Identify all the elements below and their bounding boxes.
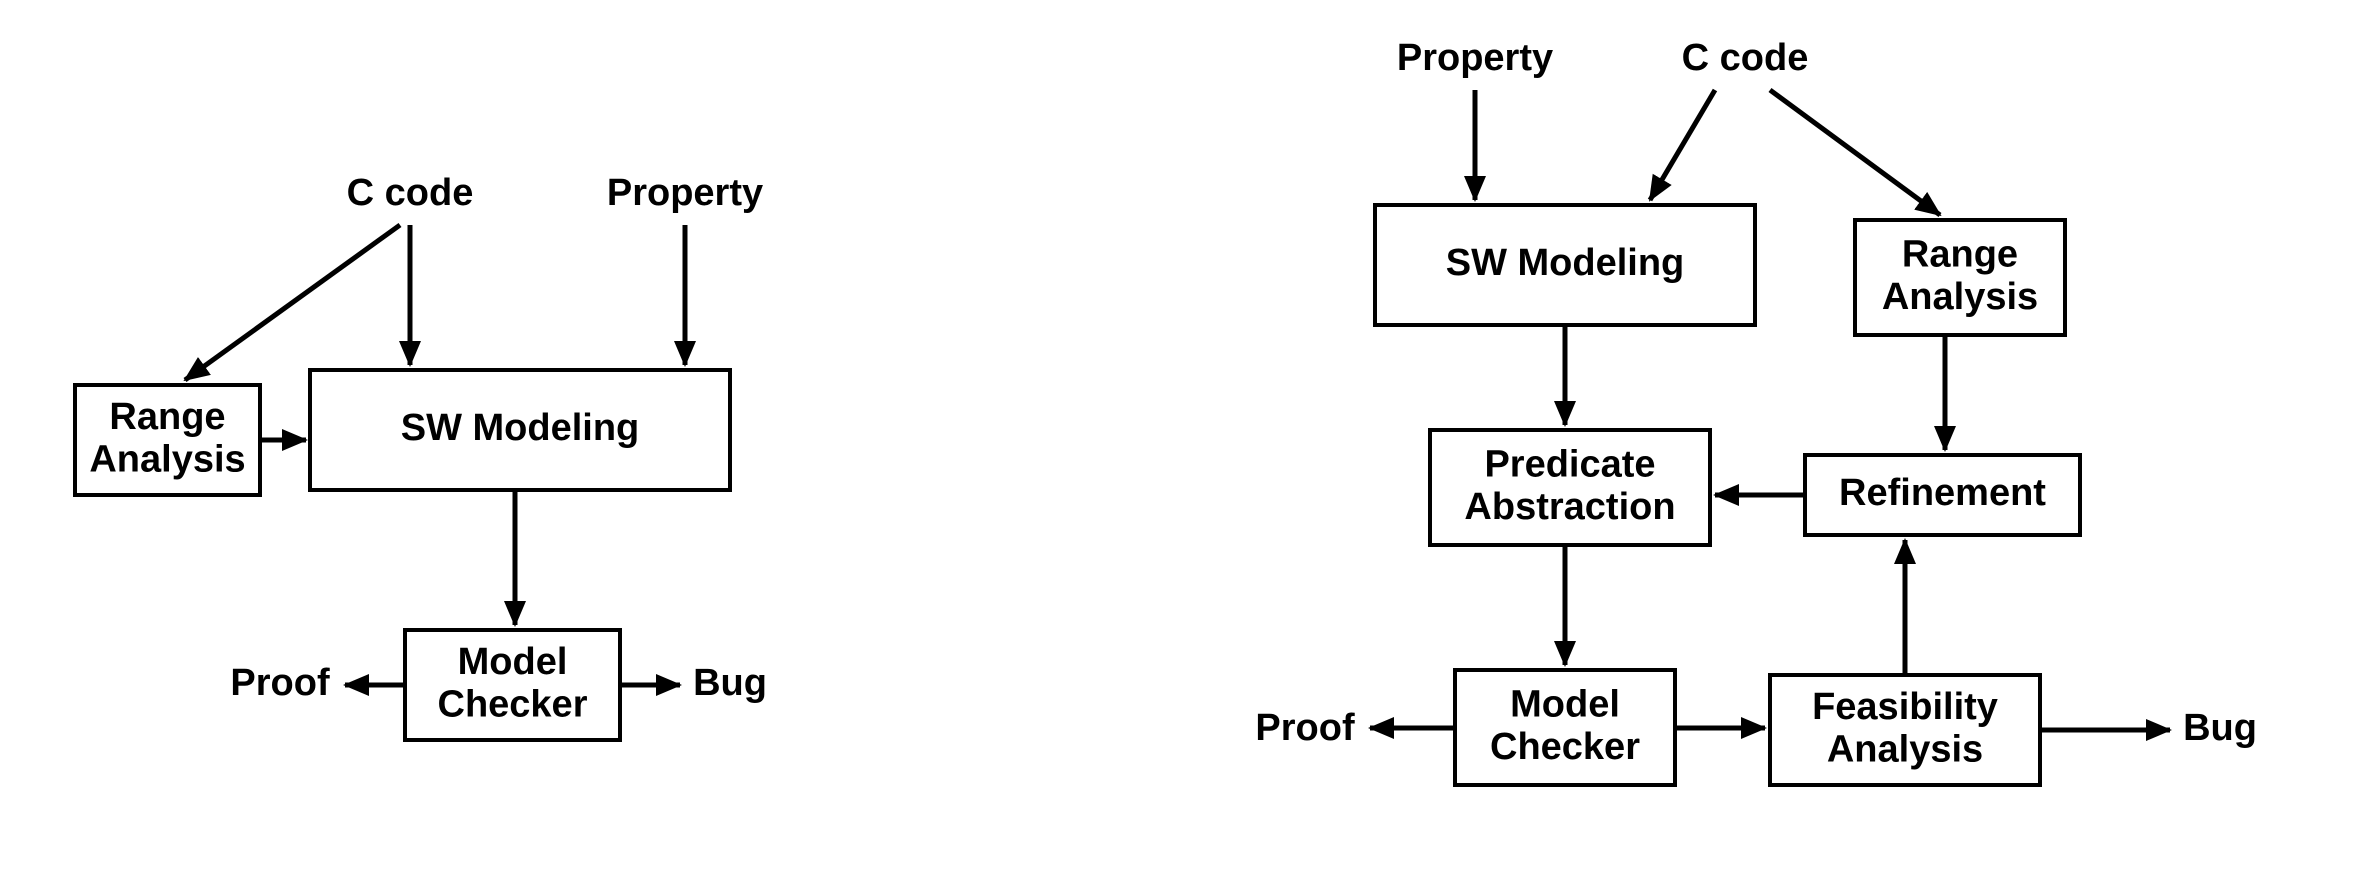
right-feasibility_analysis-box-text-1: Analysis: [1827, 728, 1983, 770]
right-model_checker-box-text-0: Model: [1510, 683, 1620, 725]
left-model_checker-box: ModelChecker: [405, 630, 620, 740]
left-property-label: Property: [607, 172, 763, 214]
right-predicate_abstraction-box-text-1: Abstraction: [1464, 486, 1675, 528]
right-proof-label: Proof: [1255, 707, 1355, 749]
right-feasibility_analysis-box: FeasibilityAnalysis: [1770, 675, 2040, 785]
right-feasibility_analysis-box-text-0: Feasibility: [1812, 686, 1998, 728]
right-bug-label: Bug: [2183, 707, 2257, 749]
right-predicate_abstraction-box-text-0: Predicate: [1484, 443, 1655, 485]
left-sw_modeling-box: SW Modeling: [310, 370, 730, 490]
right-c_code-label: C code: [1682, 37, 1809, 79]
arrow-left-ccode-to-range: [185, 225, 400, 380]
left-c_code-label: C code: [347, 172, 474, 214]
right-model_checker-box: ModelChecker: [1455, 670, 1675, 785]
right-refinement-box: Refinement: [1805, 455, 2080, 535]
left-model_checker-box-text-0: Model: [458, 641, 568, 683]
left-model_checker-box-text-1: Checker: [438, 683, 588, 725]
right-sw_modeling-box: SW Modeling: [1375, 205, 1755, 325]
left-range_analysis-box-text-0: Range: [109, 396, 225, 438]
left-bug-label: Bug: [693, 662, 767, 704]
arrow-right-ccode-to-sw: [1650, 90, 1715, 200]
left-proof-label: Proof: [230, 662, 330, 704]
right-range_analysis-box-text-1: Analysis: [1882, 276, 2038, 318]
right-refinement-box-text-0: Refinement: [1839, 472, 2046, 514]
left-range_analysis-box-text-1: Analysis: [89, 438, 245, 480]
right-predicate_abstraction-box: PredicateAbstraction: [1430, 430, 1710, 545]
left-sw_modeling-box-text-0: SW Modeling: [401, 407, 640, 449]
right-range_analysis-box-text-0: Range: [1902, 233, 2018, 275]
right-property-label: Property: [1397, 37, 1553, 79]
right-range_analysis-box: RangeAnalysis: [1855, 220, 2065, 335]
left-range_analysis-box: RangeAnalysis: [75, 385, 260, 495]
right-sw_modeling-box-text-0: SW Modeling: [1446, 242, 1685, 284]
right-model_checker-box-text-1: Checker: [1490, 726, 1640, 768]
arrow-right-ccode-to-range: [1770, 90, 1940, 215]
